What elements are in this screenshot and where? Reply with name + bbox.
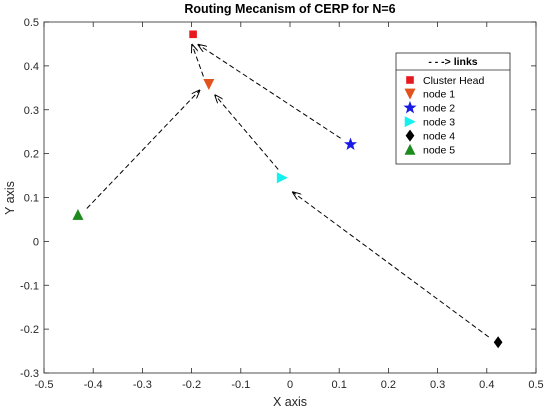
y-axis-label: Y axis bbox=[3, 181, 17, 215]
legend-item-node-3-marker bbox=[404, 116, 416, 128]
axis-ticks: -0.5 -0.4 -0.3 -0.2 -0.1 0 0.1 0.2 0.3 0.4 0.5 -0.3… bbox=[20, 17, 544, 391]
point-node-4 bbox=[493, 336, 503, 349]
legend: - - -> links Cluster Head node 1 node 2 nod… bbox=[395, 52, 511, 165]
legend-item-node-3-label: node 3 bbox=[423, 117, 455, 129]
y-tick-label: 0.2 bbox=[24, 149, 39, 161]
x-tick-label: 0.5 bbox=[528, 379, 543, 391]
legend-item-node-4-marker bbox=[405, 129, 415, 142]
y-tick-label: 0.3 bbox=[24, 105, 39, 117]
legend-item-node-4-label: node 4 bbox=[423, 130, 455, 142]
x-tick-label: -0.2 bbox=[182, 379, 201, 391]
x-tick-label: 0.3 bbox=[430, 379, 445, 391]
y-tick-label: 0 bbox=[33, 236, 39, 248]
y-tick-label: -0.2 bbox=[20, 324, 39, 336]
point-node-2 bbox=[343, 137, 358, 150]
legend-item-node-1-marker bbox=[404, 88, 416, 100]
y-tick-label: 0.1 bbox=[24, 193, 39, 205]
x-tick-label: -0.5 bbox=[35, 379, 54, 391]
legend-item-node-5-label: node 5 bbox=[423, 144, 455, 156]
chart-title: Routing Mecanism of CERP for N=6 bbox=[184, 2, 395, 16]
legend-item-node-5-marker bbox=[404, 143, 416, 155]
x-tick-label: 0.4 bbox=[479, 379, 494, 391]
y-tick-label: -0.3 bbox=[20, 368, 39, 380]
x-tick-label: -0.4 bbox=[84, 379, 103, 391]
data-points bbox=[72, 30, 503, 349]
x-tick-label: 0.2 bbox=[381, 379, 396, 391]
link-arrow bbox=[293, 192, 490, 338]
point-cluster-head bbox=[189, 30, 197, 39]
link-arrows bbox=[86, 45, 490, 338]
point-node-5 bbox=[72, 208, 84, 220]
legend-item-node-2-label: node 2 bbox=[423, 103, 455, 115]
legend-box bbox=[395, 52, 511, 165]
x-tick-label: 0.1 bbox=[332, 379, 347, 391]
link-arrow bbox=[192, 45, 204, 77]
y-tick-label: 0.4 bbox=[24, 61, 39, 73]
x-tick-label: -0.3 bbox=[133, 379, 152, 391]
link-arrow bbox=[86, 90, 200, 209]
link-arrow bbox=[215, 95, 279, 170]
legend-item-node-1-label: node 1 bbox=[423, 89, 455, 101]
y-tick-label: -0.1 bbox=[20, 280, 39, 292]
legend-title: - - -> links bbox=[428, 56, 477, 68]
link-arrow bbox=[198, 45, 341, 139]
point-node-3 bbox=[276, 172, 288, 184]
x-tick-label: -0.1 bbox=[231, 379, 250, 391]
y-tick-label: 0.5 bbox=[24, 17, 39, 29]
x-tick-label: 0 bbox=[287, 379, 293, 391]
point-node-1 bbox=[203, 79, 215, 90]
x-axis-label: X axis bbox=[273, 395, 307, 409]
legend-item-cluster-head-marker bbox=[406, 76, 414, 84]
legend-item-cluster-head-label: Cluster Head bbox=[423, 75, 484, 87]
legend-item-node-2-marker bbox=[403, 100, 417, 114]
